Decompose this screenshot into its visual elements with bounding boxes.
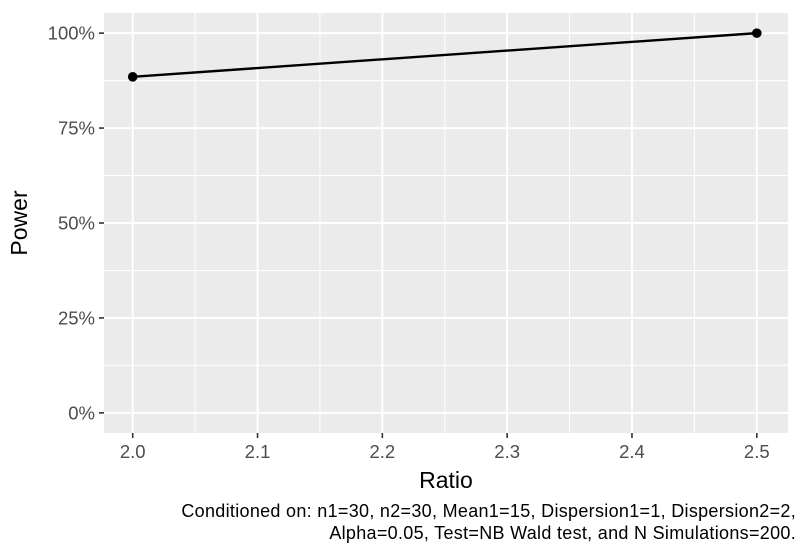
y-tick-label: 25%: [58, 307, 95, 328]
caption-line-2: Alpha=0.05, Test=NB Wald test, and N Sim…: [329, 522, 796, 543]
series-line: [132, 31, 757, 78]
data-point: [751, 28, 762, 38]
caption-line-1: Conditioned on: n1=30, n2=30, Mean1=15, …: [181, 501, 796, 521]
y-tick-label: 75%: [58, 118, 95, 139]
x-axis-title: Ratio: [419, 467, 473, 493]
y-tick-label: 100%: [48, 23, 95, 44]
x-tick-label: 2.2: [369, 441, 395, 462]
plot-caption: Conditioned on: n1=30, n2=30, Mean1=15, …: [0, 501, 800, 544]
x-tick-label: 2.3: [494, 441, 520, 462]
x-tick-label: 2.1: [245, 441, 271, 462]
power-vs-ratio-chart: 2.0 2.1 2.2 2.3 2.4 2.5 0% 25% 50% 75% 100% Ratio Po…: [6, 13, 788, 493]
y-axis-title: Power: [6, 190, 32, 256]
x-tick-label: 2.5: [744, 441, 770, 462]
y-tick-label: 0%: [68, 402, 95, 423]
x-tick-label: 2.0: [120, 441, 146, 462]
data-point: [127, 71, 138, 82]
y-tick-label: 50%: [58, 213, 95, 234]
x-tick-label: 2.4: [619, 441, 645, 462]
